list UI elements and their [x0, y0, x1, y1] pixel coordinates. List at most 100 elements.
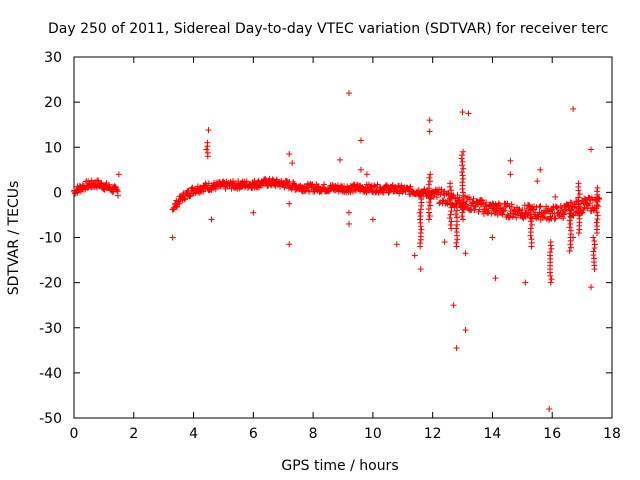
data-point [530, 206, 537, 213]
data-point [427, 202, 434, 209]
data-point [88, 177, 95, 184]
data-point [363, 171, 370, 178]
data-point [590, 234, 597, 241]
x-tick-label: 10 [364, 426, 382, 442]
data-point [574, 198, 581, 205]
data-point [507, 171, 514, 178]
data-point [594, 209, 601, 216]
data-point [448, 204, 455, 211]
data-point [204, 139, 211, 146]
data-point [460, 216, 467, 223]
data-point [586, 200, 593, 207]
data-point [418, 196, 425, 203]
data-point [535, 212, 542, 219]
data-point [594, 223, 601, 230]
x-tick-label: 8 [309, 426, 318, 442]
data-point [204, 149, 211, 156]
data-point [548, 245, 555, 252]
data-point [447, 211, 454, 218]
data-point [594, 184, 601, 191]
data-point [438, 186, 445, 193]
data-point [447, 222, 454, 229]
axis-ticks [73, 56, 613, 419]
data-point [593, 205, 600, 212]
data-point [571, 203, 578, 210]
data-point [591, 255, 598, 262]
data-point [547, 279, 554, 286]
data-point [472, 203, 479, 210]
data-point [426, 199, 433, 206]
data-point [469, 199, 476, 206]
data-point [283, 178, 290, 185]
data-point [205, 180, 212, 187]
data-point [460, 165, 467, 172]
data-point [527, 225, 534, 232]
data-point [580, 206, 587, 213]
x-tick-label: 18 [603, 426, 621, 442]
data-point [334, 182, 341, 189]
data-point [462, 327, 469, 334]
data-point [567, 210, 574, 217]
data-point [374, 181, 381, 188]
data-point [437, 191, 444, 198]
data-point [579, 209, 586, 216]
data-point [594, 195, 601, 202]
x-axis-label: GPS time / hours [281, 458, 398, 474]
data-point [337, 156, 344, 163]
data-point [459, 172, 466, 179]
data-point [417, 219, 424, 226]
data-point [546, 405, 553, 412]
data-point [416, 216, 423, 223]
data-point [286, 200, 293, 207]
data-point [556, 209, 563, 216]
data-point [570, 204, 577, 211]
data-point [566, 224, 573, 231]
data-point [454, 207, 461, 214]
data-point [460, 206, 467, 213]
data-point [459, 158, 466, 165]
data-point [566, 248, 573, 255]
data-point [345, 90, 352, 97]
y-tick-label: 10 [44, 140, 62, 156]
data-point [302, 185, 309, 192]
data-point [447, 180, 454, 187]
data-point [527, 214, 534, 221]
data-point [459, 109, 466, 116]
data-point [182, 195, 189, 202]
data-point [426, 174, 433, 181]
data-point [566, 217, 573, 224]
data-point [203, 146, 210, 153]
data-point [547, 239, 554, 246]
y-tick-label: 20 [44, 95, 62, 111]
data-point [459, 179, 466, 186]
data-point [268, 182, 275, 189]
data-point [212, 186, 219, 193]
data-point [499, 211, 506, 218]
data-point [458, 169, 465, 176]
data-point [568, 199, 575, 206]
data-point [507, 157, 514, 164]
data-point [450, 302, 457, 309]
data-point [350, 182, 357, 189]
data-point [459, 209, 466, 216]
data-point [593, 219, 600, 226]
data-point [453, 214, 460, 221]
y-tick-labels: -50 -40 -30 -20 -10 0 10 20 30 [39, 50, 62, 427]
data-point [588, 146, 595, 153]
data-point [417, 213, 424, 220]
data-point [106, 181, 113, 188]
data-point [418, 226, 425, 233]
data-point [492, 209, 499, 216]
y-tick-label: -10 [39, 231, 62, 247]
data-point [250, 209, 257, 216]
data-point [453, 345, 460, 352]
data-point [568, 214, 575, 221]
data-point [526, 202, 533, 209]
data-point [460, 189, 467, 196]
data-point [492, 275, 499, 282]
data-point [441, 239, 448, 246]
data-point [345, 209, 352, 216]
data-point [286, 151, 293, 158]
data-point [576, 215, 583, 222]
data-point [465, 110, 472, 117]
